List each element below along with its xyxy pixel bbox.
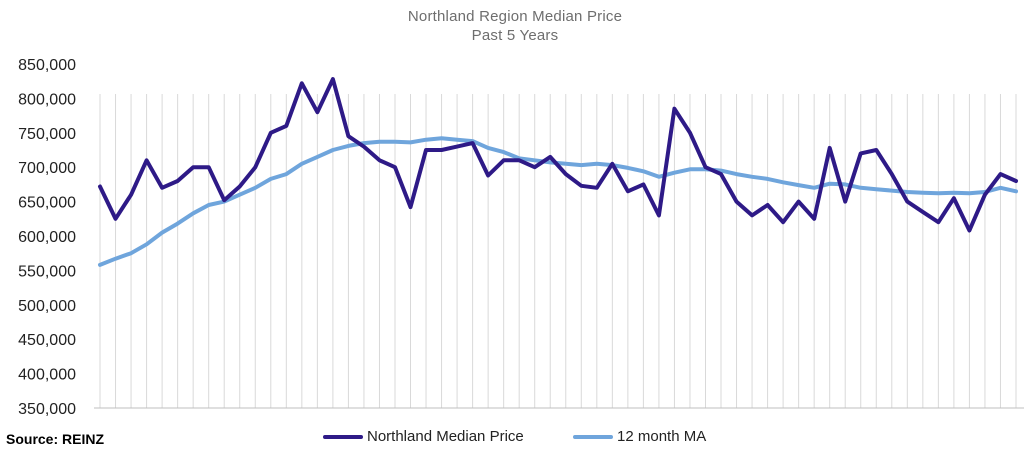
- series-lines: [98, 77, 1018, 267]
- series-line-median-price: [98, 77, 1018, 233]
- y-tick-label: 800,000: [18, 91, 76, 108]
- y-tick-label: 400,000: [18, 367, 76, 384]
- source-note: Source: REINZ: [6, 431, 105, 447]
- y-tick-label: 500,000: [18, 298, 76, 315]
- y-tick-label: 450,000: [18, 332, 76, 349]
- vertical-gridlines: [94, 94, 1024, 409]
- y-axis: 850,000 800,000 750,000 700,000 650,000 600,0…: [18, 57, 76, 418]
- series-line-moving-average: [98, 136, 1018, 267]
- legend-item-median-price: Northland Median Price: [323, 428, 524, 445]
- y-tick-label: 700,000: [18, 160, 76, 177]
- y-tick-label: 350,000: [18, 401, 76, 418]
- y-tick-label: 550,000: [18, 263, 76, 280]
- legend-label-median-price: Northland Median Price: [367, 428, 524, 445]
- chart-title: Northland Region Median Price: [407, 8, 623, 25]
- y-tick-label: 850,000: [18, 57, 76, 74]
- legend-swatch-moving-average: [573, 434, 613, 439]
- legend-label-moving-average: 12 month MA: [617, 428, 707, 445]
- y-tick-label: 600,000: [18, 229, 76, 246]
- chart-subtitle: Past 5 Years: [471, 27, 559, 44]
- y-tick-label: 750,000: [18, 126, 76, 143]
- legend-swatch-median-price: [323, 434, 363, 439]
- y-tick-label: 650,000: [18, 195, 76, 212]
- legend-item-moving-average: 12 month MA: [573, 428, 706, 445]
